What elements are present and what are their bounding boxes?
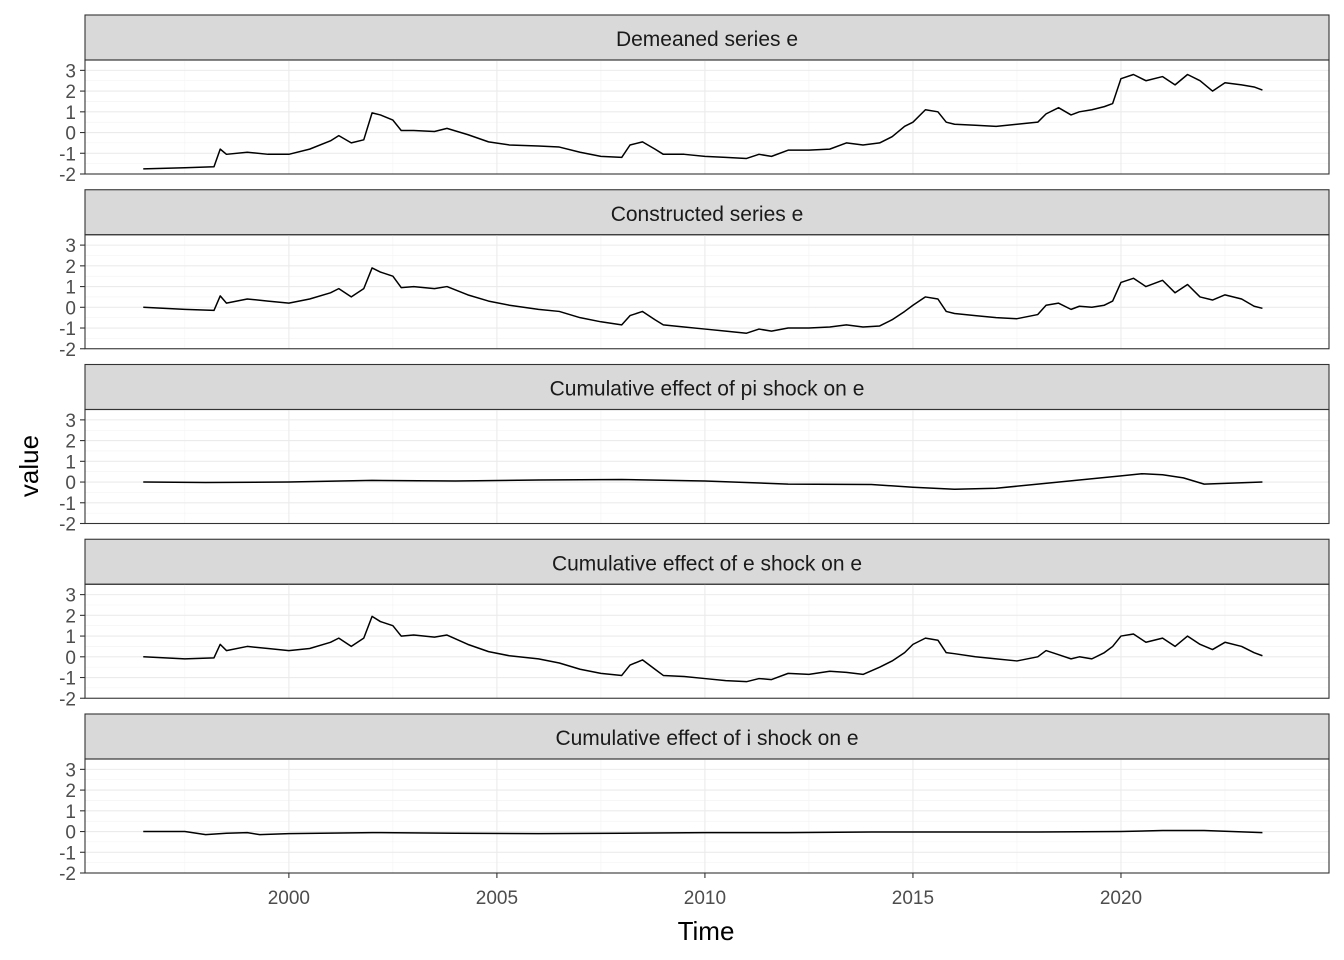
x-tick-label: 2000 <box>268 888 310 909</box>
facet-strip <box>84 538 1330 585</box>
y-tick-label: 0 <box>65 648 76 669</box>
facet-strip <box>84 14 1330 61</box>
gridlines <box>85 584 1329 699</box>
y-tick-label: -1 <box>59 494 76 515</box>
facet-title: Demeaned series e <box>616 28 798 51</box>
y-tick-label: -2 <box>59 689 76 710</box>
y-tick-label: 1 <box>65 278 76 299</box>
y-tick-label: -2 <box>59 165 76 186</box>
y-tick-label: 0 <box>65 473 76 494</box>
panel-border <box>84 234 1330 350</box>
series-line <box>143 829 1263 836</box>
gridlines <box>85 759 1329 873</box>
y-tick-label: 1 <box>65 802 76 823</box>
y-tick-label: 0 <box>65 823 76 844</box>
series-line <box>143 73 1263 170</box>
y-tick-label: 3 <box>65 236 76 257</box>
y-tick-label: 1 <box>65 103 76 124</box>
y-tick-label: -1 <box>59 319 76 340</box>
facet-strip <box>84 713 1330 760</box>
facet-panel: Cumulative effect of e shock on e -2-1012… <box>59 538 1330 710</box>
y-tick-label: 2 <box>65 82 76 103</box>
facet-title: Cumulative effect of i shock on e <box>555 727 858 750</box>
facet-title: Cumulative effect of e shock on e <box>552 552 862 575</box>
y-tick-label: 1 <box>65 627 76 648</box>
facet-strip <box>84 189 1330 236</box>
facet-title: Constructed series e <box>611 203 804 226</box>
facet-panel: Cumulative effect of pi shock on e -2-101… <box>59 363 1330 536</box>
x-tick-label: 2005 <box>476 888 518 909</box>
series-line <box>143 473 1263 491</box>
y-tick-label: 3 <box>65 411 76 432</box>
y-axis-title: value <box>14 435 44 497</box>
x-axis-title: Time <box>678 916 735 946</box>
y-tick-label: -2 <box>59 515 76 536</box>
y-tick-label: 3 <box>65 586 76 607</box>
y-tick-label: -1 <box>59 843 76 864</box>
y-tick-label: 0 <box>65 298 76 319</box>
y-tick-label: -1 <box>59 144 76 165</box>
panel-border <box>84 59 1330 175</box>
facet-panel: Cumulative effect of i shock on e -2-1012… <box>59 713 1330 885</box>
y-tick-label: -2 <box>59 864 76 885</box>
x-axis: 2000 2005 2010 2015 2020 <box>268 873 1142 909</box>
y-tick-label: 1 <box>65 452 76 473</box>
x-tick-label: 2010 <box>684 888 726 909</box>
y-tick-label: 0 <box>65 124 76 145</box>
panel-border <box>84 583 1330 699</box>
y-tick-label: -2 <box>59 340 76 361</box>
y-tick-label: 2 <box>65 257 76 278</box>
panel-border <box>84 758 1330 874</box>
series-line <box>143 615 1263 683</box>
gridlines <box>85 234 1329 349</box>
y-tick-label: 2 <box>65 432 76 453</box>
gridlines <box>85 60 1329 174</box>
gridlines <box>85 409 1329 524</box>
x-tick-label: 2020 <box>1100 888 1142 909</box>
y-tick-label: 3 <box>65 61 76 82</box>
x-tick-label: 2015 <box>892 888 934 909</box>
series-line <box>143 267 1263 334</box>
y-tick-label: 2 <box>65 606 76 627</box>
y-tick-label: -1 <box>59 669 76 690</box>
facet-title: Cumulative effect of pi shock on e <box>550 378 865 401</box>
panel-border <box>84 408 1330 525</box>
y-tick-label: 2 <box>65 781 76 802</box>
y-tick-label: 3 <box>65 760 76 781</box>
